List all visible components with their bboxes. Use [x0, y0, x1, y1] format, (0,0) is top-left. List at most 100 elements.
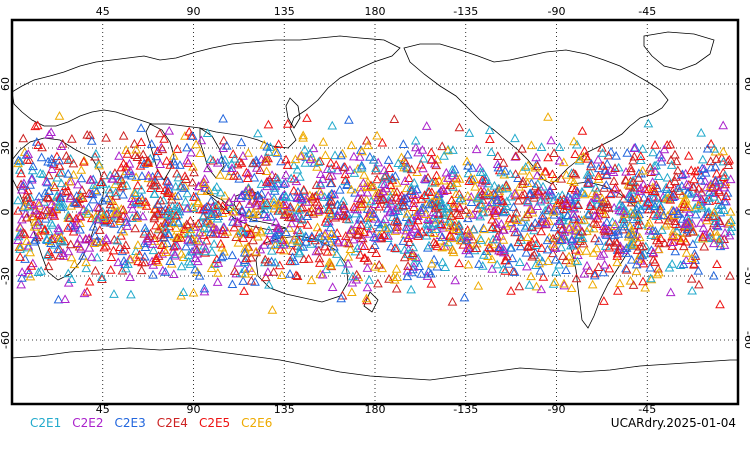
observation-marker — [190, 253, 201, 263]
observation-marker — [325, 258, 336, 267]
observation-marker — [292, 193, 303, 202]
observation-marker — [114, 150, 124, 160]
observation-marker — [121, 263, 131, 273]
observation-marker — [267, 304, 278, 314]
observation-marker — [148, 269, 158, 279]
observation-marker — [204, 186, 215, 195]
observation-marker — [65, 239, 76, 249]
observation-marker — [86, 136, 97, 145]
observation-marker — [132, 180, 143, 190]
observation-marker — [168, 269, 179, 278]
observation-marker — [110, 168, 120, 177]
observation-marker — [434, 208, 445, 218]
observation-marker — [44, 170, 54, 180]
observation-marker — [348, 271, 358, 281]
observation-marker — [588, 217, 599, 227]
observation-marker — [212, 277, 223, 286]
observation-marker — [41, 234, 52, 244]
observation-marker — [554, 216, 565, 225]
observation-marker — [110, 187, 121, 197]
observation-marker — [413, 231, 423, 240]
observation-marker — [56, 141, 67, 150]
observation-marker — [564, 221, 575, 231]
observation-marker — [320, 241, 330, 251]
observation-marker — [510, 169, 521, 178]
observation-marker — [247, 187, 258, 197]
observation-marker — [126, 199, 137, 209]
observation-marker — [160, 204, 171, 214]
observation-marker — [240, 264, 250, 273]
observation-marker — [595, 250, 606, 260]
observation-marker — [240, 243, 250, 253]
observation-marker — [344, 115, 354, 124]
observation-marker — [249, 172, 260, 182]
observation-marker — [443, 216, 454, 226]
observation-marker — [213, 200, 224, 209]
observation-marker — [699, 241, 710, 251]
observation-marker — [543, 112, 553, 121]
observation-marker — [610, 236, 621, 246]
observation-marker — [562, 195, 573, 205]
observation-marker — [53, 294, 64, 304]
observation-marker — [286, 173, 297, 183]
observation-marker — [411, 142, 421, 152]
observation-marker — [406, 284, 416, 294]
observation-marker — [380, 214, 390, 224]
observation-marker — [529, 250, 540, 259]
observation-marker — [239, 247, 250, 257]
observation-marker — [15, 221, 25, 231]
observation-marker — [428, 207, 439, 217]
observation-marker — [477, 174, 488, 184]
observation-marker — [312, 161, 322, 171]
bottom-lon-tick-label: -45 — [638, 403, 656, 416]
observation-marker — [622, 148, 633, 157]
observation-marker — [585, 201, 595, 210]
observation-marker — [389, 274, 400, 284]
observation-marker — [524, 170, 535, 180]
observation-marker — [385, 180, 396, 189]
top-lon-tick-label: 180 — [365, 5, 386, 18]
observation-marker — [285, 268, 295, 278]
coastline-india — [145, 123, 175, 181]
observation-marker — [633, 220, 644, 230]
observation-marker — [615, 241, 626, 251]
observation-marker — [365, 211, 376, 220]
observation-marker — [60, 186, 71, 196]
observation-marker — [493, 162, 504, 172]
observation-marker — [36, 152, 47, 162]
observation-marker — [159, 134, 169, 143]
observation-marker — [325, 157, 336, 167]
observation-marker — [109, 289, 119, 298]
observation-marker — [384, 273, 394, 283]
observation-marker — [35, 168, 46, 178]
observation-marker — [252, 197, 263, 207]
observation-marker — [554, 155, 565, 165]
observation-marker — [163, 176, 173, 186]
right-lat-tick-label: -30 — [742, 267, 750, 285]
observation-marker — [487, 222, 498, 232]
observation-marker — [633, 173, 644, 182]
observation-marker — [484, 200, 494, 210]
top-lon-tick-label: -90 — [548, 5, 566, 18]
observation-marker — [593, 171, 604, 180]
observation-marker — [657, 225, 667, 234]
coastline-japan — [285, 97, 301, 129]
observation-marker — [409, 177, 420, 187]
observation-marker — [453, 201, 464, 211]
observation-marker — [160, 218, 170, 227]
observation-marker — [256, 227, 267, 237]
observation-marker — [418, 153, 429, 163]
observation-marker — [305, 154, 316, 164]
observation-marker — [54, 161, 65, 170]
observation-marker — [477, 189, 488, 198]
observation-marker — [90, 230, 100, 240]
observation-marker — [183, 250, 194, 260]
observation-marker — [18, 133, 29, 143]
observation-marker — [122, 221, 133, 230]
observation-marker — [571, 221, 582, 231]
observation-marker — [631, 266, 642, 276]
observation-marker — [500, 255, 510, 265]
observation-marker — [521, 261, 532, 271]
observation-marker — [164, 216, 174, 226]
observation-marker — [63, 155, 74, 164]
